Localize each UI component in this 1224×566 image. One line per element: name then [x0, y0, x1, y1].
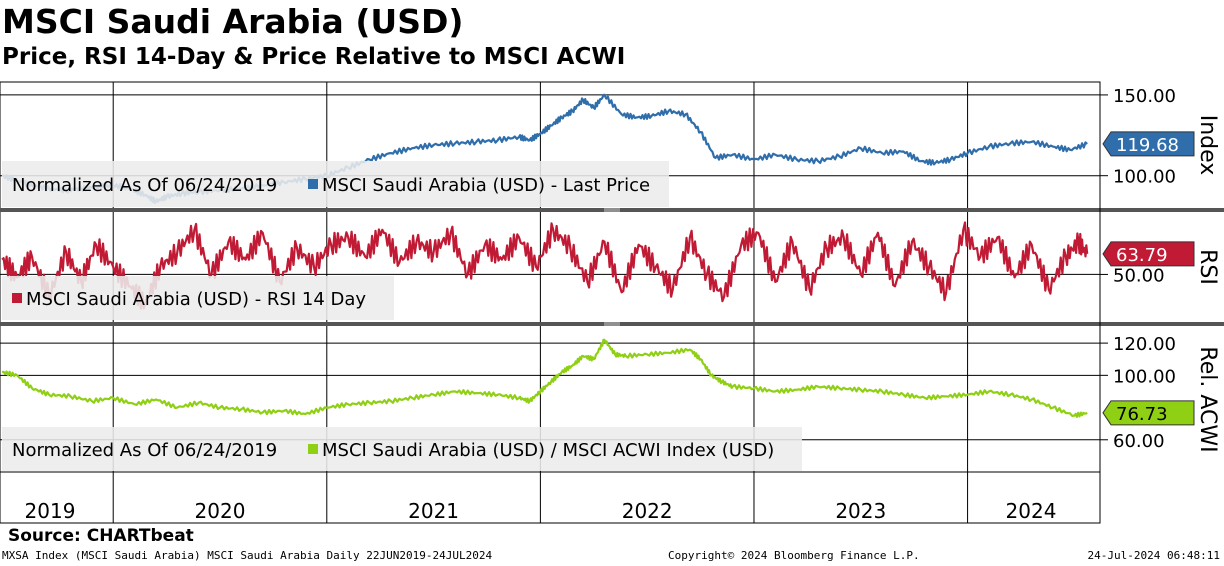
legend-box	[2, 276, 394, 320]
y-tick-label: 50.00	[1113, 265, 1165, 286]
legend-series-label: MSCI Saudi Arabia (USD) - RSI 14 Day	[26, 289, 366, 310]
chart-source: Source: CHARTbeat	[8, 526, 194, 546]
x-tick-label: 2023	[835, 499, 886, 523]
y-tick-label: 100.00	[1113, 366, 1176, 387]
legend-box	[2, 161, 669, 207]
last-value-tag: 119.68	[1102, 131, 1195, 157]
panel-separator	[0, 322, 1224, 326]
legend-swatch	[308, 179, 318, 189]
x-tick-label: 2019	[25, 499, 76, 523]
y-axis-title: RSI	[1195, 249, 1220, 285]
last-value-box	[1102, 131, 1195, 157]
x-tick-label: 2022	[622, 499, 673, 523]
last-value-tag: 76.73	[1102, 400, 1195, 426]
x-tick-label: 2021	[408, 499, 459, 523]
legend: Normalized As Of 06/24/2019 MSCI Saudi Ar…	[2, 161, 669, 207]
y-tick-label: 100.00	[1113, 167, 1176, 188]
x-tick-label: 2020	[195, 499, 246, 523]
legend: Normalized As Of 06/24/2019 MSCI Saudi Ar…	[2, 427, 802, 471]
panel-separator	[0, 208, 1224, 212]
plot-frame	[0, 81, 1224, 524]
y-axis-title: Rel. ACWI	[1195, 346, 1220, 452]
y-tick-label: 120.00	[1113, 334, 1176, 355]
legend-series-label: MSCI Saudi Arabia (USD) / MSCI ACWI Inde…	[322, 440, 774, 461]
series-line-rsi	[1, 221, 1089, 310]
footer-timestamp: 24-Jul-2024 06:48:11	[1087, 549, 1220, 562]
panel-relative: 120.00 100.00 60.00 76.73 Rel. ACWI Normalize…	[0, 334, 1220, 471]
last-value-box	[1102, 241, 1195, 267]
x-tick-label: 2024	[1006, 499, 1057, 523]
last-value-label: 119.68	[1116, 135, 1179, 156]
legend: MSCI Saudi Arabia (USD) - RSI 14 Day	[2, 276, 394, 320]
panel-price: 150.00 100.00 119.68 Index Normalized As Of …	[0, 86, 1220, 207]
legend-swatch	[12, 293, 22, 303]
last-value-tag: 63.79	[1102, 241, 1195, 267]
legend-swatch	[308, 444, 318, 454]
footer-copyright: Copyright© 2024 Bloomberg Finance L.P.	[668, 549, 920, 562]
chart-subtitle: Price, RSI 14-Day & Price Relative to MS…	[2, 44, 626, 70]
legend-box	[2, 427, 802, 471]
last-value-label: 63.79	[1116, 245, 1168, 266]
footer-ticker-info: MXSA Index (MSCI Saudi Arabia) MSCI Saud…	[2, 549, 493, 562]
y-tick-label: 150.00	[1113, 86, 1176, 107]
legend-series-label: MSCI Saudi Arabia (USD) - Last Price	[322, 175, 650, 196]
last-value-box	[1102, 400, 1195, 426]
chart-title: MSCI Saudi Arabia (USD)	[2, 2, 464, 41]
legend-note: Normalized As Of 06/24/2019	[12, 440, 277, 461]
y-axis-title: Index	[1195, 115, 1220, 176]
y-tick-label: 60.00	[1113, 431, 1165, 452]
series-line-relative	[1, 338, 1088, 418]
last-value-label: 76.73	[1116, 404, 1168, 425]
legend-note: Normalized As Of 06/24/2019	[12, 175, 277, 196]
